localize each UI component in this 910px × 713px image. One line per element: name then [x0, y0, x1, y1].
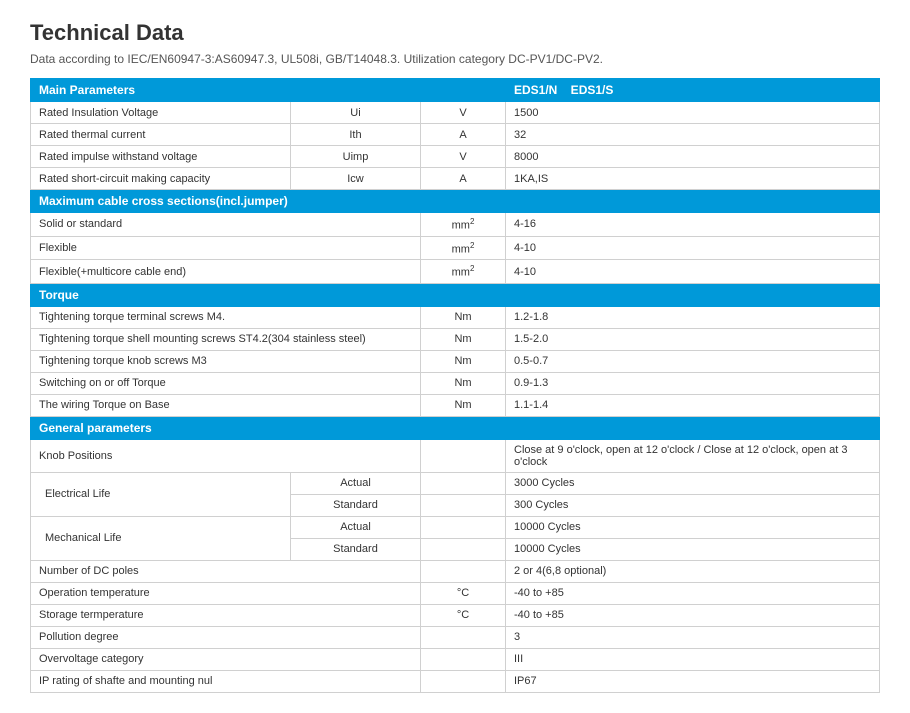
param-name: Tightening torque shell mounting screws …	[31, 328, 421, 350]
param-unit: mm2	[421, 260, 506, 284]
param-name: Mechanical Life	[31, 516, 291, 560]
param-name: Electrical Life	[31, 472, 291, 516]
param-unit: V	[421, 102, 506, 124]
param-value: 0.9-1.3	[506, 372, 880, 394]
section-header-cable: Maximum cable cross sections(incl.jumper…	[31, 190, 880, 213]
param-value: 1.1-1.4	[506, 394, 880, 416]
param-unit	[421, 626, 506, 648]
param-unit: °C	[421, 604, 506, 626]
param-name: Flexible	[31, 236, 421, 260]
param-value: 3	[506, 626, 880, 648]
param-unit: °C	[421, 582, 506, 604]
param-value: 4-16	[506, 213, 880, 237]
param-name: Solid or standard	[31, 213, 421, 237]
section-header-general: General parameters	[31, 416, 880, 439]
param-unit	[421, 670, 506, 692]
param-name: IP rating of shafte and mounting nul	[31, 670, 421, 692]
param-unit: Nm	[421, 394, 506, 416]
param-name: Rated short-circuit making capacity	[31, 168, 291, 190]
param-unit: Nm	[421, 372, 506, 394]
param-unit	[421, 516, 506, 538]
page-title: Technical Data	[30, 20, 880, 46]
param-name: Tightening torque knob screws M3	[31, 350, 421, 372]
param-value: III	[506, 648, 880, 670]
param-value: 0.5-0.7	[506, 350, 880, 372]
param-unit: mm2	[421, 213, 506, 237]
param-value: -40 to +85	[506, 582, 880, 604]
param-value: 1KA,IS	[506, 168, 880, 190]
param-name: Flexible(+multicore cable end)	[31, 260, 421, 284]
param-symbol: Ith	[291, 124, 421, 146]
param-unit	[421, 560, 506, 582]
param-value: 1.2-1.8	[506, 306, 880, 328]
param-name: Tightening torque terminal screws M4.	[31, 306, 421, 328]
param-unit: V	[421, 146, 506, 168]
param-unit	[421, 472, 506, 494]
param-unit: Nm	[421, 328, 506, 350]
section-header-models: EDS1/N EDS1/S	[506, 79, 880, 102]
param-name: Pollution degree	[31, 626, 421, 648]
param-value: 300 Cycles	[506, 494, 880, 516]
param-value: 2 or 4(6,8 optional)	[506, 560, 880, 582]
param-value: 4-10	[506, 236, 880, 260]
section-header-torque: Torque	[31, 283, 880, 306]
param-value: 1500	[506, 102, 880, 124]
param-value: 10000 Cycles	[506, 538, 880, 560]
param-unit: A	[421, 168, 506, 190]
param-symbol: Icw	[291, 168, 421, 190]
param-name: Rated Insulation Voltage	[31, 102, 291, 124]
param-name: Rated impulse withstand voltage	[31, 146, 291, 168]
param-name: Rated thermal current	[31, 124, 291, 146]
param-unit	[421, 494, 506, 516]
param-value: 3000 Cycles	[506, 472, 880, 494]
param-unit: Nm	[421, 350, 506, 372]
param-name: Switching on or off Torque	[31, 372, 421, 394]
param-unit: Nm	[421, 306, 506, 328]
param-sub: Standard	[291, 538, 421, 560]
param-unit	[421, 439, 506, 472]
param-unit: A	[421, 124, 506, 146]
param-value: 8000	[506, 146, 880, 168]
param-value: 32	[506, 124, 880, 146]
param-name: Storage termperature	[31, 604, 421, 626]
param-unit	[421, 538, 506, 560]
param-value: 1.5-2.0	[506, 328, 880, 350]
param-unit: mm2	[421, 236, 506, 260]
param-value: 10000 Cycles	[506, 516, 880, 538]
param-name: Knob Positions	[31, 439, 421, 472]
param-name: Overvoltage category	[31, 648, 421, 670]
param-value: Close at 9 o'clock, open at 12 o'clock /…	[506, 439, 880, 472]
param-value: IP67	[506, 670, 880, 692]
param-symbol: Uimp	[291, 146, 421, 168]
param-sub: Actual	[291, 516, 421, 538]
param-value: -40 to +85	[506, 604, 880, 626]
param-name: The wiring Torque on Base	[31, 394, 421, 416]
param-unit	[421, 648, 506, 670]
technical-data-table: Main ParametersEDS1/N EDS1/S Rated Insula…	[30, 78, 880, 693]
param-name: Operation temperature	[31, 582, 421, 604]
param-sub: Standard	[291, 494, 421, 516]
section-header-main: Main Parameters	[31, 79, 506, 102]
param-symbol: Ui	[291, 102, 421, 124]
param-name: Number of DC poles	[31, 560, 421, 582]
param-sub: Actual	[291, 472, 421, 494]
page-subtitle: Data according to IEC/EN60947-3:AS60947.…	[30, 52, 880, 66]
param-value: 4-10	[506, 260, 880, 284]
